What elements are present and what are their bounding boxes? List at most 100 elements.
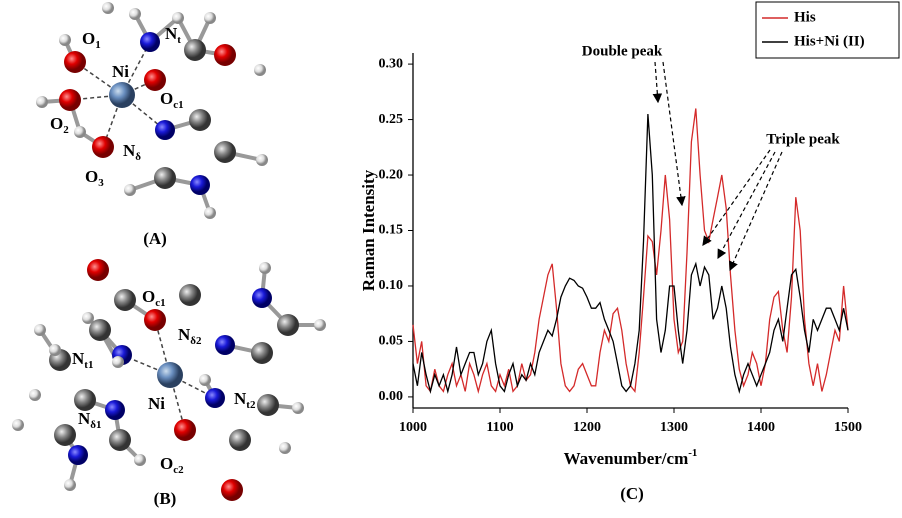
atom <box>259 262 271 274</box>
annotation-arrow <box>662 61 686 207</box>
atom <box>109 82 135 108</box>
atom-symbol: N <box>72 349 85 368</box>
series-line <box>412 108 849 394</box>
atom <box>105 400 125 420</box>
atom-label: Oc1 <box>160 89 184 111</box>
x-axis-label-sup: -1 <box>688 447 697 459</box>
atom <box>124 184 136 196</box>
atom <box>59 89 81 111</box>
atom <box>59 34 71 46</box>
y-tick-label: 0.30 <box>379 56 404 71</box>
atom-symbol: N <box>178 325 191 344</box>
x-axis-label: Wavenumber/cm-1 <box>564 447 698 468</box>
atom-subscript: c2 <box>173 464 184 476</box>
atom-symbol: N <box>234 389 247 408</box>
atom-label: O3 <box>85 167 104 189</box>
atom-subscript: c1 <box>155 297 165 309</box>
atom <box>204 207 216 219</box>
atom <box>64 51 86 73</box>
atom <box>155 120 175 140</box>
atom-subscript: δ <box>135 151 141 163</box>
atom-symbol: O <box>50 114 63 133</box>
legend-label: His <box>794 9 816 25</box>
atom-label: Oc2 <box>160 454 184 476</box>
atom-subscript: δ2 <box>190 335 202 347</box>
atom-subscript: t1 <box>84 359 93 371</box>
atom <box>205 388 225 408</box>
atom-label: Nt <box>165 24 181 46</box>
atom <box>314 319 326 331</box>
atom <box>12 419 24 431</box>
annotation-arrow <box>728 151 783 272</box>
x-tick-label: 1500 <box>834 420 862 435</box>
x-tick-label: 1100 <box>486 420 513 435</box>
legend-box <box>755 1 900 59</box>
atom <box>214 44 236 66</box>
x-tick-label: 1200 <box>573 420 601 435</box>
atom <box>140 32 160 52</box>
annotation: Triple peak <box>766 131 840 147</box>
atom-symbol: O <box>160 89 173 108</box>
atom-subscript: δ1 <box>90 419 101 431</box>
atom <box>144 309 166 331</box>
atom-label: Nδ <box>123 141 141 163</box>
atom-subscript: t2 <box>246 399 256 411</box>
atom <box>254 64 266 76</box>
y-tick-label: 0.10 <box>379 278 404 293</box>
atom-label: O1 <box>82 29 101 51</box>
y-tick-label: 0.00 <box>379 389 404 404</box>
atom-label: Nt2 <box>234 389 256 411</box>
atom <box>29 389 41 401</box>
atom-subscript: c1 <box>173 99 183 111</box>
atom <box>190 175 210 195</box>
atom-subscript: 1 <box>95 39 101 51</box>
series-line <box>412 113 849 394</box>
annotation: Double peak <box>582 43 663 59</box>
chart: 0.00 0.05 0.10 0.15 0.20 0.25 0.30 1000 1100 1200… <box>359 1 900 503</box>
panel-label: (B) <box>154 489 177 508</box>
atom <box>215 335 235 355</box>
atom <box>134 454 146 466</box>
atom <box>74 389 96 411</box>
atom <box>68 445 88 465</box>
atom <box>292 402 304 414</box>
atom <box>214 141 236 163</box>
atom-label: Nδ2 <box>178 325 202 347</box>
atom-symbol: N <box>165 24 178 43</box>
atom-subscript: 3 <box>98 177 104 189</box>
atom <box>82 312 94 324</box>
atom <box>199 374 211 386</box>
atom <box>102 2 114 14</box>
atom-subscript: 2 <box>63 124 69 136</box>
y-tick-label: 0.25 <box>379 112 404 127</box>
atom <box>74 126 86 138</box>
atom-label: Ni <box>112 62 129 81</box>
atom <box>221 479 243 501</box>
atom <box>172 12 184 24</box>
x-tick-label: 1000 <box>399 420 427 435</box>
annotation-arrow <box>717 151 776 260</box>
y-tick-label: 0.05 <box>379 334 404 349</box>
x-axis-label-text: Wavenumber/cm <box>564 449 689 468</box>
atom <box>129 8 141 20</box>
atom-label: Oc1 <box>142 287 166 309</box>
atom <box>154 167 176 189</box>
atom-symbol: N <box>78 409 91 428</box>
atom-symbol: N <box>123 141 136 160</box>
atom-subscript: t <box>177 34 181 46</box>
atom-symbol: Ni <box>112 62 129 81</box>
atom <box>157 362 183 388</box>
atom-symbol: O <box>82 29 95 48</box>
atom <box>179 284 201 306</box>
annotation-arrow <box>702 149 771 246</box>
atom <box>189 109 211 131</box>
atom <box>64 479 76 491</box>
atom <box>279 442 291 454</box>
atom <box>112 356 124 368</box>
atom <box>174 419 196 441</box>
annotation-arrow <box>652 61 663 104</box>
atom <box>144 69 166 91</box>
x-tick-label: 1300 <box>660 420 688 435</box>
y-axis-label: Raman Intensity <box>359 169 378 291</box>
